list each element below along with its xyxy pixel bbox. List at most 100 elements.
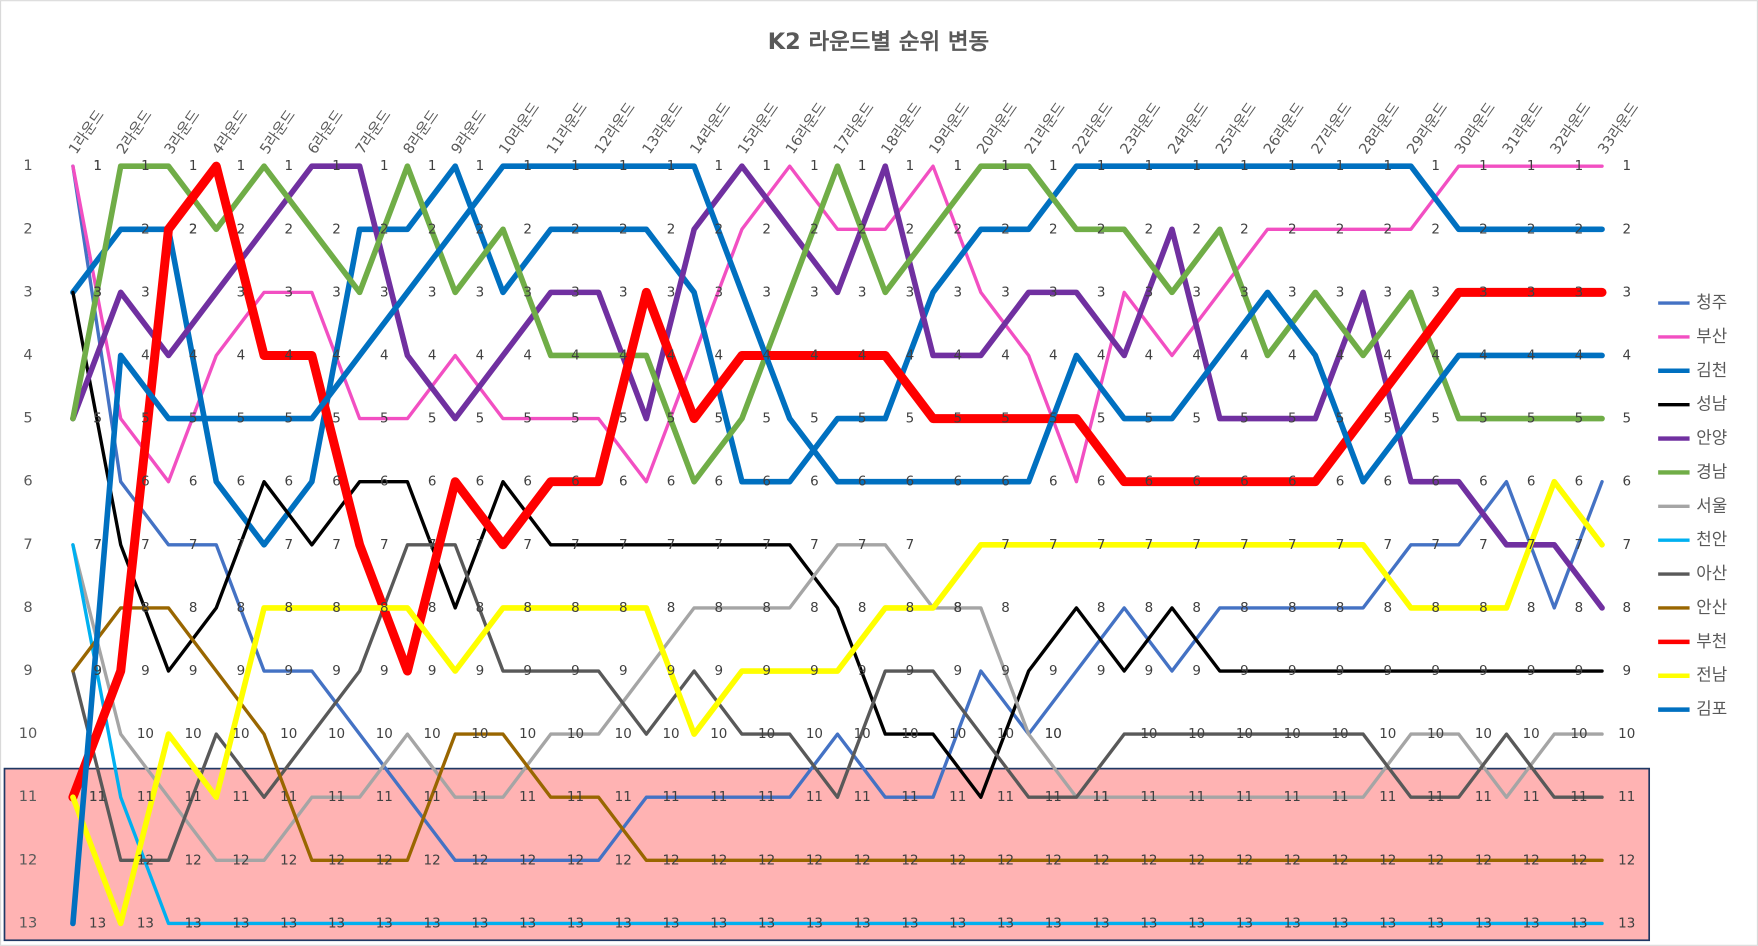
data-label: 13 <box>424 916 441 931</box>
y-tick-label: 6 <box>23 473 32 490</box>
data-label: 13 <box>758 916 775 931</box>
data-label: 1 <box>762 159 771 174</box>
data-label: 5 <box>1049 412 1058 427</box>
data-label: 10 <box>519 727 536 742</box>
data-label: 10 <box>376 727 393 742</box>
legend-label: 안양 <box>1696 428 1727 448</box>
data-label: 4 <box>1336 348 1345 363</box>
data-label: 6 <box>237 475 246 490</box>
data-label: 8 <box>1479 601 1488 616</box>
data-label: 6 <box>428 475 437 490</box>
data-label: 8 <box>1336 601 1345 616</box>
data-label: 2 <box>1622 222 1631 237</box>
data-label: 11 <box>806 790 823 805</box>
data-label: 7 <box>667 538 676 553</box>
data-label: 5 <box>1575 412 1584 427</box>
data-label: 5 <box>93 412 102 427</box>
data-label: 1 <box>1575 159 1584 174</box>
data-label: 12 <box>185 853 202 868</box>
data-label: 9 <box>1049 664 1058 679</box>
data-label: 4 <box>906 348 915 363</box>
data-label: 2 <box>667 222 676 237</box>
data-label: 1 <box>810 159 819 174</box>
data-label: 8 <box>141 601 150 616</box>
data-label: 11 <box>471 790 488 805</box>
data-label: 2 <box>1384 222 1393 237</box>
data-label: 5 <box>1001 412 1010 427</box>
data-label: 8 <box>380 601 389 616</box>
data-label: 13 <box>615 916 632 931</box>
data-label: 2 <box>1575 222 1584 237</box>
data-label: 6 <box>1384 475 1393 490</box>
data-label: 12 <box>1379 853 1396 868</box>
data-label: 9 <box>1527 664 1536 679</box>
data-label: 9 <box>237 664 246 679</box>
data-label: 4 <box>953 348 962 363</box>
data-label: 9 <box>858 664 867 679</box>
data-label: 4 <box>189 348 198 363</box>
data-label: 9 <box>1479 664 1488 679</box>
data-label: 6 <box>332 475 341 490</box>
data-label: 9 <box>762 664 771 679</box>
data-label: 1 <box>571 159 580 174</box>
legend-label: 부천 <box>1696 631 1727 651</box>
data-label: 10 <box>662 727 679 742</box>
data-label: 8 <box>1001 601 1010 616</box>
data-label: 5 <box>858 412 867 427</box>
data-label: 7 <box>284 538 293 553</box>
data-label: 12 <box>1427 853 1444 868</box>
data-label: 1 <box>523 159 532 174</box>
data-label: 1 <box>237 159 246 174</box>
data-label: 8 <box>1288 601 1297 616</box>
data-label: 11 <box>1379 790 1396 805</box>
data-label: 11 <box>1523 790 1540 805</box>
data-label: 8 <box>715 601 724 616</box>
data-label: 9 <box>1145 664 1154 679</box>
data-label: 2 <box>715 222 724 237</box>
data-label: 8 <box>237 601 246 616</box>
data-label: 5 <box>141 412 150 427</box>
data-label: 12 <box>424 853 441 868</box>
data-label: 12 <box>1570 853 1587 868</box>
data-label: 12 <box>1093 853 1110 868</box>
data-label: 10 <box>471 727 488 742</box>
data-label: 3 <box>762 285 771 300</box>
series-line <box>71 606 1604 863</box>
data-label: 11 <box>758 790 775 805</box>
data-label: 11 <box>519 790 536 805</box>
data-label: 12 <box>1331 853 1348 868</box>
data-label: 8 <box>1527 601 1536 616</box>
data-label: 8 <box>332 601 341 616</box>
data-label: 4 <box>1001 348 1010 363</box>
data-label: 5 <box>619 412 628 427</box>
data-label: 1 <box>619 159 628 174</box>
data-label: 3 <box>1575 285 1584 300</box>
data-label: 3 <box>1622 285 1631 300</box>
data-label: 6 <box>1049 475 1058 490</box>
data-label: 10 <box>1427 727 1444 742</box>
data-label: 13 <box>1523 916 1540 931</box>
data-label: 2 <box>1192 222 1201 237</box>
data-label: 7 <box>189 538 198 553</box>
data-label: 7 <box>715 538 724 553</box>
data-label: 8 <box>858 601 867 616</box>
data-label: 1 <box>476 159 485 174</box>
data-label: 12 <box>1188 853 1205 868</box>
data-label: 9 <box>189 664 198 679</box>
chart-title: K2 라운드별 순위 변동 <box>768 29 989 55</box>
data-label: 9 <box>93 664 102 679</box>
data-label: 8 <box>1431 601 1440 616</box>
data-label: 9 <box>1240 664 1249 679</box>
data-label: 10 <box>806 727 823 742</box>
data-label: 7 <box>1575 538 1584 553</box>
data-label: 2 <box>1145 222 1154 237</box>
data-label: 13 <box>376 916 393 931</box>
data-label: 13 <box>567 916 584 931</box>
data-label: 11 <box>615 790 632 805</box>
data-label: 1 <box>1384 159 1393 174</box>
data-label: 11 <box>424 790 441 805</box>
data-label: 6 <box>1575 475 1584 490</box>
data-label: 9 <box>428 664 437 679</box>
data-label: 8 <box>1097 601 1106 616</box>
y-tick-label: 12 <box>19 851 38 868</box>
